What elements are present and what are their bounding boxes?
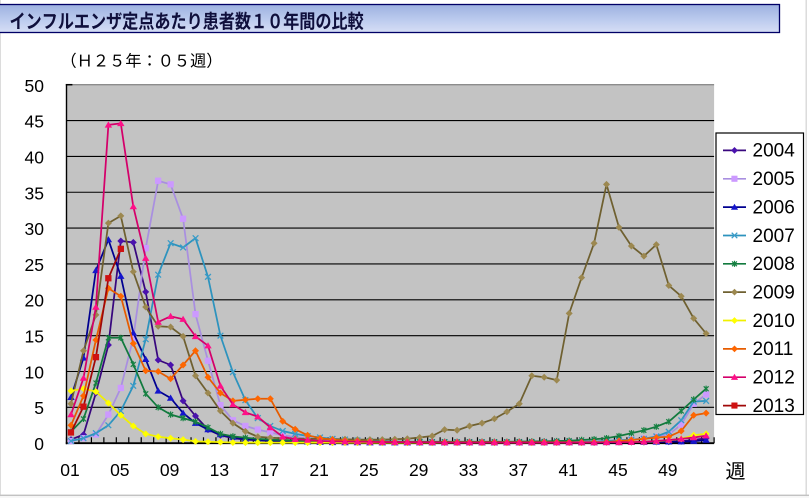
svg-text:37: 37 [509,460,528,480]
svg-text:30: 30 [25,219,45,239]
svg-text:0: 0 [34,434,44,454]
svg-text:2008: 2008 [753,254,795,275]
svg-text:2006: 2006 [753,197,795,218]
svg-text:2004: 2004 [753,141,796,162]
svg-text:15: 15 [25,327,44,347]
svg-text:2005: 2005 [753,169,795,190]
svg-text:2011: 2011 [753,339,794,360]
svg-text:25: 25 [359,460,378,480]
svg-text:33: 33 [459,460,478,480]
svg-text:20: 20 [25,291,45,311]
svg-text:2013: 2013 [753,396,795,417]
svg-text:05: 05 [110,460,129,480]
svg-text:50: 50 [25,76,45,96]
svg-text:2012: 2012 [753,368,795,389]
svg-text:13: 13 [210,460,229,480]
svg-text:21: 21 [309,460,328,480]
svg-text:2007: 2007 [753,226,795,247]
svg-text:01: 01 [60,460,79,480]
svg-text:5: 5 [34,398,44,418]
svg-text:49: 49 [658,460,677,480]
svg-text:35: 35 [25,183,44,203]
svg-text:45: 45 [25,112,44,132]
svg-text:09: 09 [160,460,179,480]
svg-text:25: 25 [25,255,44,275]
svg-text:2010: 2010 [753,311,795,332]
svg-text:10: 10 [25,362,45,382]
svg-text:29: 29 [409,460,428,480]
svg-text:17: 17 [260,460,279,480]
svg-text:41: 41 [558,460,577,480]
svg-text:40: 40 [25,147,45,167]
svg-text:45: 45 [608,460,627,480]
svg-text:2009: 2009 [753,282,795,303]
